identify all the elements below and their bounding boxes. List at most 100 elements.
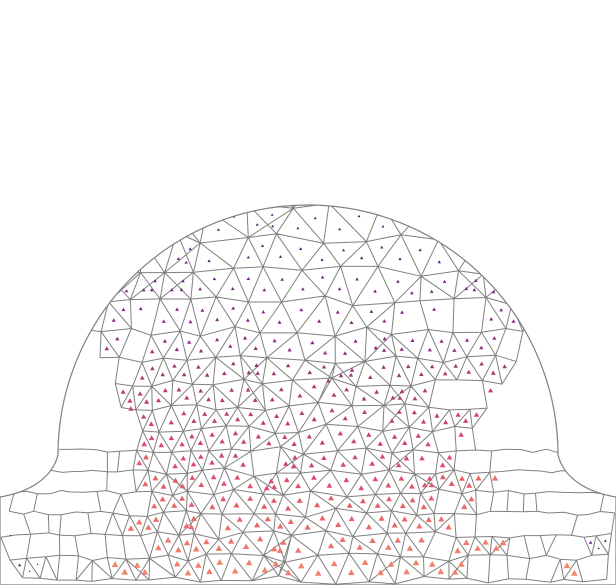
element-marker: [191, 218, 195, 221]
element-marker: [224, 411, 230, 416]
element-marker: [255, 223, 259, 226]
element-marker: [360, 256, 364, 260]
element-marker: [149, 288, 154, 292]
element-marker: [377, 569, 384, 576]
element-marker: [246, 370, 252, 375]
element-marker: [432, 307, 436, 311]
element-marker: [426, 475, 433, 481]
element-marker: [271, 371, 277, 376]
element-marker: [141, 288, 146, 292]
element-marker: [326, 482, 333, 488]
element-marker: [443, 419, 449, 425]
element-marker: [323, 350, 328, 355]
element-marker: [181, 279, 185, 283]
element-marker: [385, 544, 392, 550]
element-marker: [150, 366, 155, 371]
element-marker: [409, 497, 416, 503]
element-marker: [501, 290, 506, 294]
element-marker: [343, 477, 350, 483]
element-marker: [172, 477, 179, 483]
element-marker: [243, 336, 248, 340]
element-marker: [440, 213, 444, 216]
element-marker: [247, 73, 249, 75]
element-marker: [459, 222, 462, 225]
element-marker: [168, 419, 174, 425]
element-marker: [161, 319, 166, 323]
element-marker: [232, 453, 239, 458]
element-marker: [461, 139, 463, 141]
element-marker: [442, 371, 448, 376]
element-marker: [133, 562, 141, 568]
element-marker: [280, 539, 287, 545]
element-marker: [331, 392, 337, 397]
element-marker: [358, 485, 365, 491]
element-marker: [287, 347, 292, 352]
element-marker: [463, 418, 469, 423]
element-marker: [338, 373, 344, 378]
element-marker: [172, 363, 177, 368]
element-marker: [271, 150, 273, 152]
element-marker: [285, 363, 291, 368]
element-marker: [290, 139, 292, 141]
element-marker: [248, 411, 254, 417]
element-marker: [479, 345, 484, 350]
element-marker: [190, 515, 197, 521]
element-marker: [428, 561, 436, 567]
element-marker: [209, 432, 215, 437]
element-marker: [319, 515, 326, 521]
element-marker: [170, 288, 174, 292]
element-marker: [453, 363, 458, 368]
element-marker: [229, 387, 234, 392]
element-marker: [292, 454, 298, 460]
element-marker: [342, 351, 348, 355]
element-marker: [439, 339, 444, 343]
element-marker: [387, 561, 395, 567]
element-marker: [311, 474, 317, 480]
element-marker: [399, 502, 406, 509]
element-marker: [503, 260, 507, 264]
element-marker: [290, 75, 292, 77]
element-marker: [287, 518, 294, 524]
element-marker: [245, 318, 250, 322]
element-marker: [268, 478, 275, 484]
element-marker: [198, 388, 204, 393]
element-marker: [429, 364, 435, 369]
element-marker: [188, 319, 193, 324]
element-marker: [356, 544, 363, 550]
element-marker: [188, 501, 195, 507]
element-marker: [231, 361, 236, 366]
element-marker: [87, 224, 91, 227]
element-marker: [410, 338, 415, 342]
element-marker: [90, 258, 94, 262]
element-marker: [351, 438, 357, 444]
element-marker: [401, 214, 405, 217]
element-marker: [315, 108, 317, 110]
element-marker: [342, 416, 348, 421]
element-marker: [87, 307, 92, 311]
element-marker: [329, 408, 335, 413]
element-marker: [418, 536, 425, 543]
element-marker: [390, 175, 392, 177]
element-marker: [296, 497, 303, 503]
element-marker: [121, 568, 128, 575]
element-marker: [501, 282, 505, 286]
element-marker: [291, 119, 293, 121]
element-marker: [290, 463, 297, 469]
element-marker: [464, 286, 468, 290]
element-marker: [339, 536, 346, 542]
element-marker: [491, 290, 496, 294]
element-marker: [280, 277, 284, 281]
element-marker: [9, 534, 12, 537]
element-marker: [563, 562, 571, 569]
element-marker: [511, 319, 516, 323]
element-marker: [276, 547, 284, 553]
element-marker: [428, 482, 435, 488]
element-marker: [412, 396, 418, 401]
element-marker: [262, 288, 267, 292]
element-marker: [458, 432, 464, 437]
element-marker: [269, 397, 275, 402]
element-marker: [452, 109, 454, 111]
element-marker: [310, 150, 312, 152]
element-marker: [28, 570, 31, 572]
element-marker: [209, 459, 215, 465]
